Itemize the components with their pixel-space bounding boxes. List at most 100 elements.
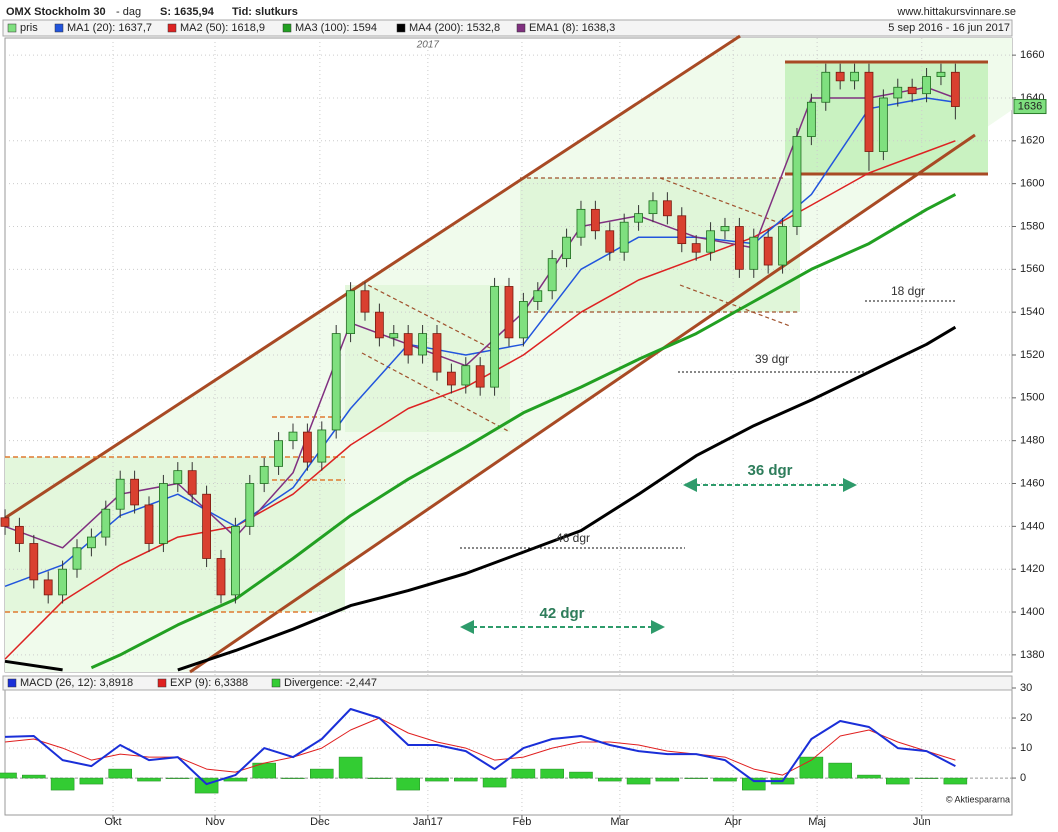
- candle-body: [72, 547, 82, 570]
- candle-body: [562, 236, 571, 260]
- y-tick-label: 1480: [1020, 435, 1044, 447]
- candle-body: [331, 333, 341, 431]
- divergence-bar: [108, 768, 132, 779]
- divergence-bar: [22, 774, 46, 779]
- candle-body: [58, 568, 67, 596]
- candle-body: [173, 470, 183, 484]
- x-tick-label: Jan17: [413, 816, 443, 828]
- divergence-bar: [166, 777, 190, 779]
- annotation: 42 dgr: [539, 605, 584, 622]
- candle-body: [792, 136, 802, 227]
- candle-body: [590, 208, 600, 232]
- candle-body: [202, 493, 211, 559]
- x-tick-label: Jun: [913, 816, 931, 828]
- mode: Tid: slutkurs: [232, 6, 298, 18]
- legend-label: EXP (9): 6,3388: [170, 677, 248, 689]
- candle-body: [346, 290, 355, 334]
- annotations: 18 dgr 39 dgr 46 dgr 36 dgr 42 dgr: [460, 284, 955, 634]
- candle-body: [922, 76, 931, 95]
- candle-body: [403, 333, 413, 356]
- legend-bar: [2, 19, 1013, 37]
- legend-label: pris: [20, 22, 38, 34]
- legend-label: MA2 (50): 1618,9: [180, 22, 265, 34]
- trend-line: [189, 133, 976, 674]
- x-tick-label: Apr: [725, 816, 742, 828]
- copyright: © Aktiespararna: [946, 794, 1010, 804]
- x-tick-label: Maj: [808, 816, 826, 828]
- candle-body: [749, 236, 759, 270]
- candle-body: [29, 543, 39, 581]
- legend-swatch: [396, 23, 406, 33]
- candle-body: [893, 86, 903, 99]
- candle-body: [389, 333, 399, 339]
- flag-line: [679, 284, 791, 327]
- candle-body: [518, 301, 528, 339]
- candle-body: [245, 483, 255, 527]
- candle-body: [144, 504, 154, 544]
- candle-body: [850, 71, 859, 82]
- divergence-bar: [482, 777, 507, 788]
- y-tick-label: 1440: [1020, 520, 1044, 532]
- candle-body: [864, 71, 874, 152]
- candle-body: [835, 71, 845, 82]
- last-price-box: [1013, 99, 1047, 115]
- x-tick-label: Dec: [310, 816, 330, 828]
- divergence-bar: [137, 777, 161, 782]
- legend-swatch: [157, 678, 167, 688]
- divergence-bar: [281, 777, 305, 779]
- ma-line: [90, 193, 957, 670]
- legend-swatch: [282, 23, 292, 33]
- legend-swatch: [271, 678, 281, 688]
- divergence-bar: [828, 762, 852, 779]
- divergence-bar: [943, 777, 968, 785]
- candle-body: [115, 478, 125, 510]
- candle-body: [461, 365, 471, 386]
- chart-subtitle: - dag: [116, 6, 141, 18]
- candle-body: [274, 440, 283, 467]
- candle-body: [158, 483, 168, 544]
- divergence-bar: [713, 777, 737, 782]
- candle-body: [418, 333, 427, 356]
- source: www.hittakursvinnare.se: [896, 6, 1016, 18]
- divergence-bar: [338, 756, 363, 779]
- arrow-heads: [460, 478, 857, 634]
- candle-body: [259, 465, 269, 484]
- candle-body: [734, 226, 744, 270]
- candle-body: [317, 429, 327, 463]
- y-tick-label: 1400: [1020, 606, 1044, 618]
- year-marker: 2017: [416, 40, 440, 51]
- candle-body: [706, 230, 715, 253]
- legend-swatch: [516, 23, 526, 33]
- y-tick-label: 0: [1020, 772, 1026, 784]
- trend-line: [4, 34, 741, 520]
- divergence-bar: [79, 777, 104, 785]
- divergence-bar: [540, 768, 564, 779]
- divergence-bar: [885, 777, 910, 785]
- candle-body: [302, 431, 312, 463]
- candle-body: [878, 97, 888, 152]
- candle-body: [648, 200, 658, 215]
- x-tick-label: Feb: [512, 816, 531, 828]
- flag-lines: [361, 177, 800, 433]
- candle-body: [504, 286, 514, 339]
- candle-body: [547, 258, 557, 292]
- candle-body: [936, 71, 946, 77]
- arrows-green: [472, 484, 845, 628]
- legend-label: MA4 (200): 1532,8: [409, 22, 500, 34]
- candle-body: [0, 517, 10, 527]
- y-tick-label: 1420: [1020, 563, 1044, 575]
- arrow-head: [460, 620, 474, 634]
- y-tick-label: 1520: [1020, 349, 1044, 361]
- divergence-bar: [857, 774, 881, 779]
- date-range: 5 sep 2016 - 16 jun 2017: [888, 22, 1010, 34]
- x-tick-label: Nov: [205, 816, 225, 828]
- candle-body: [605, 230, 615, 253]
- y-tick-label: 30: [1020, 682, 1032, 694]
- divergence-bar: [396, 777, 420, 791]
- arrow-head: [651, 620, 665, 634]
- divergence-bar: [511, 768, 536, 779]
- candle-body: [432, 333, 442, 373]
- candle-body: [778, 226, 787, 266]
- candle-body: [950, 71, 960, 107]
